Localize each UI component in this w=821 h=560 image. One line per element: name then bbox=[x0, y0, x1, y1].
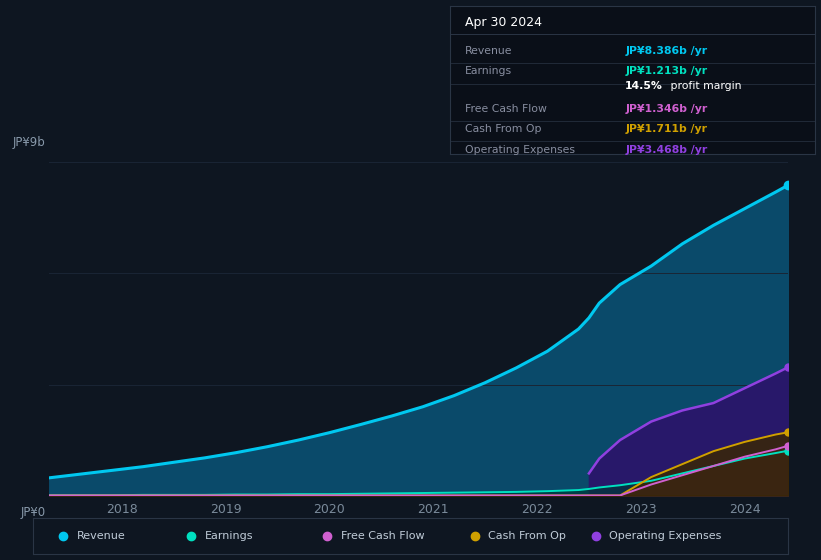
Text: Cash From Op: Cash From Op bbox=[488, 531, 566, 541]
Text: Apr 30 2024: Apr 30 2024 bbox=[465, 16, 542, 29]
Text: Revenue: Revenue bbox=[76, 531, 126, 541]
Text: Earnings: Earnings bbox=[465, 67, 511, 77]
Text: JP¥0: JP¥0 bbox=[21, 506, 46, 519]
Text: Earnings: Earnings bbox=[205, 531, 254, 541]
Text: 14.5%: 14.5% bbox=[626, 81, 663, 91]
Text: JP¥1.213b /yr: JP¥1.213b /yr bbox=[626, 67, 708, 77]
Text: Free Cash Flow: Free Cash Flow bbox=[341, 531, 424, 541]
Text: JP¥9b: JP¥9b bbox=[13, 136, 46, 149]
Text: JP¥1.711b /yr: JP¥1.711b /yr bbox=[626, 124, 707, 134]
Text: JP¥8.386b /yr: JP¥8.386b /yr bbox=[626, 46, 708, 55]
Text: Operating Expenses: Operating Expenses bbox=[465, 145, 575, 155]
Text: Cash From Op: Cash From Op bbox=[465, 124, 541, 134]
Text: Revenue: Revenue bbox=[465, 46, 512, 55]
Text: profit margin: profit margin bbox=[667, 81, 742, 91]
Text: Operating Expenses: Operating Expenses bbox=[609, 531, 722, 541]
Text: JP¥1.346b /yr: JP¥1.346b /yr bbox=[626, 104, 708, 114]
Text: Free Cash Flow: Free Cash Flow bbox=[465, 104, 547, 114]
Text: JP¥3.468b /yr: JP¥3.468b /yr bbox=[626, 145, 708, 155]
